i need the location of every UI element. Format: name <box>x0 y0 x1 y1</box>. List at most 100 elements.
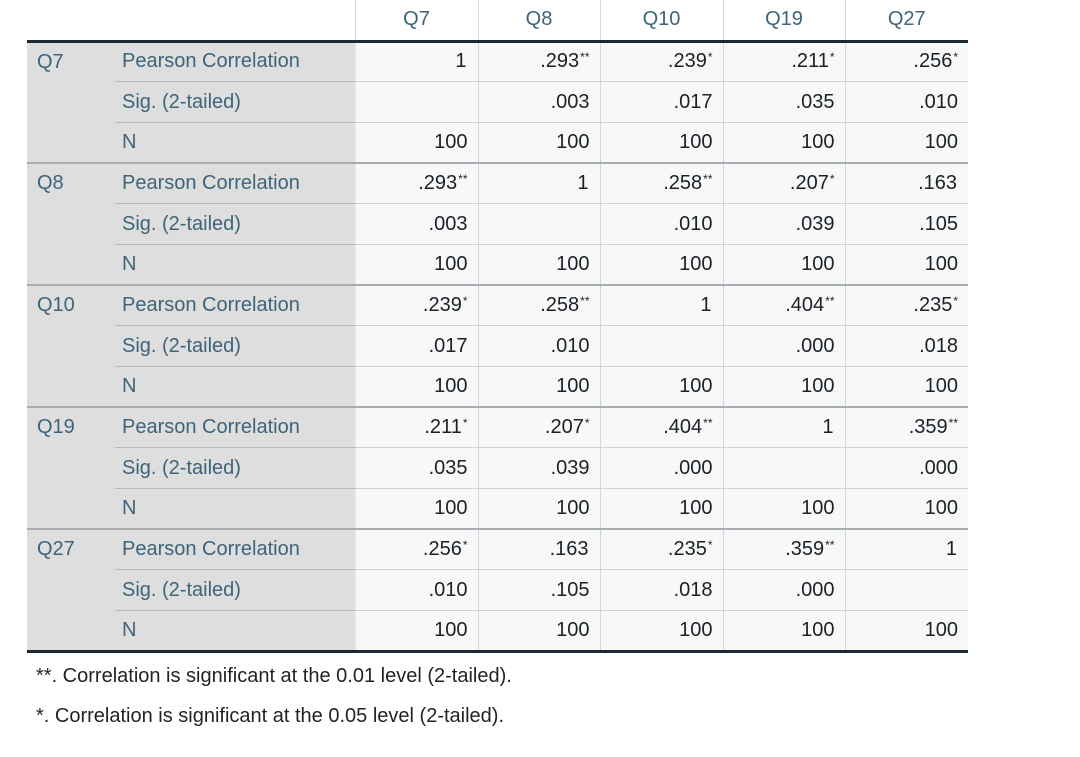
cell-pearson: .256* <box>354 529 478 571</box>
cell-sig: .035 <box>722 81 845 123</box>
cell-sig <box>844 569 968 612</box>
column-header-q10: Q10 <box>599 0 723 43</box>
cell-sig: .000 <box>722 569 845 612</box>
cell-pearson: .207* <box>722 163 845 205</box>
column-header-q8: Q8 <box>477 0 600 43</box>
cell-n: 100 <box>844 244 968 287</box>
cell-pearson: 1 <box>477 163 600 205</box>
cell-n: 100 <box>599 244 723 287</box>
significance-flag: ** <box>948 416 958 431</box>
group-label-q27: Q27 <box>27 529 115 653</box>
cell-value: 1 <box>822 416 834 439</box>
cell-value: .293 <box>418 172 458 195</box>
header-corner <box>27 0 355 43</box>
cell-n: 100 <box>599 610 723 653</box>
cell-n: 100 <box>477 610 600 653</box>
cell-pearson: .258** <box>599 163 723 205</box>
cell-n: 100 <box>477 488 600 531</box>
cell-n: 100 <box>722 488 845 531</box>
cell-value: 1 <box>577 172 589 195</box>
cell-n: 100 <box>354 488 478 531</box>
row-q8-n: N 100 100 100 100 100 <box>27 244 968 287</box>
footnote-significance-005: *. Correlation is significant at the 0.0… <box>36 705 505 727</box>
significance-flag: * <box>462 294 468 309</box>
cell-value: .211 <box>791 50 829 73</box>
column-header-q7: Q7 <box>354 0 478 43</box>
significance-flag: * <box>707 538 713 553</box>
cell-value: .359 <box>908 416 948 439</box>
cell-value: .404 <box>785 294 825 317</box>
stat-label: Sig. (2-tailed) <box>115 325 355 367</box>
stat-label: N <box>115 610 355 653</box>
cell-n: 100 <box>477 244 600 287</box>
cell-value: .207 <box>789 172 829 195</box>
cell-pearson: .404** <box>722 285 845 327</box>
cell-sig: .018 <box>599 569 723 612</box>
row-q7-sig: Sig. (2-tailed) .003 .017 .035 .010 <box>27 81 968 123</box>
significance-flag: * <box>707 50 713 65</box>
cell-pearson: .211* <box>722 41 845 83</box>
significance-flag: ** <box>703 416 713 431</box>
cell-sig <box>354 81 478 123</box>
cell-pearson: .235* <box>599 529 723 571</box>
cell-value: .293 <box>540 50 580 73</box>
row-q27-pearson: Q27 Pearson Correlation .256* .163 .235*… <box>27 529 968 653</box>
row-q7-n: N 100 100 100 100 100 <box>27 122 968 165</box>
cell-value: 1 <box>700 294 712 317</box>
group-label-q7: Q7 <box>27 41 115 165</box>
significance-flag: * <box>462 416 468 431</box>
cell-sig <box>477 203 600 245</box>
cell-sig: .035 <box>354 447 478 490</box>
cell-n: 100 <box>722 366 845 409</box>
cell-n: 100 <box>599 366 723 409</box>
cell-pearson: 1 <box>599 285 723 327</box>
cell-pearson: .293** <box>354 163 478 205</box>
significance-flag: * <box>829 50 835 65</box>
cell-pearson: .256* <box>844 41 968 83</box>
cell-sig: .039 <box>477 447 600 490</box>
cell-value: .163 <box>549 538 589 561</box>
stat-label: Sig. (2-tailed) <box>115 447 355 490</box>
row-q27-sig: Sig. (2-tailed) .010 .105 .018 .000 <box>27 569 968 612</box>
cell-value: .235 <box>667 538 707 561</box>
table-footnotes: **. Correlation is significant at the 0.… <box>36 664 512 744</box>
cell-sig <box>722 447 845 490</box>
row-q8-sig: Sig. (2-tailed) .003 .010 .039 .105 <box>27 203 968 245</box>
cell-value: .258 <box>663 172 703 195</box>
row-q10-sig: Sig. (2-tailed) .017 .010 .000 .018 <box>27 325 968 367</box>
significance-flag: * <box>953 50 958 65</box>
row-q10-n: N 100 100 100 100 100 <box>27 366 968 409</box>
cell-value: .256 <box>422 538 462 561</box>
cell-n: 100 <box>354 122 478 165</box>
cell-pearson: .239* <box>354 285 478 327</box>
significance-flag: ** <box>580 50 590 65</box>
cell-value: 1 <box>945 538 957 561</box>
cell-n: 100 <box>844 122 968 165</box>
stat-label: Pearson Correlation <box>115 407 355 449</box>
cell-n: 100 <box>722 122 845 165</box>
significance-flag: ** <box>580 294 590 309</box>
stat-label: Sig. (2-tailed) <box>115 203 355 245</box>
stat-label: N <box>115 244 355 287</box>
significance-flag: * <box>953 294 958 309</box>
cell-pearson: .359** <box>722 529 845 571</box>
significance-flag: ** <box>458 172 468 187</box>
significance-flag: ** <box>825 294 835 309</box>
cell-pearson: .404** <box>599 407 723 449</box>
row-q19-pearson: Q19 Pearson Correlation .211* .207* .404… <box>27 407 968 531</box>
cell-value: 1 <box>455 50 467 73</box>
cell-sig <box>599 325 723 367</box>
cell-n: 100 <box>844 488 968 531</box>
cell-pearson: .359** <box>844 407 968 449</box>
cell-sig: .010 <box>477 325 600 367</box>
group-label-q19: Q19 <box>27 407 115 531</box>
cell-value: .258 <box>540 294 580 317</box>
cell-n: 100 <box>722 610 845 653</box>
group-label-q10: Q10 <box>27 285 115 409</box>
cell-pearson: .239* <box>599 41 723 83</box>
cell-value: .207 <box>544 416 584 439</box>
column-header-q27: Q27 <box>844 0 968 43</box>
cell-sig: .018 <box>844 325 968 367</box>
row-q27-n: N 100 100 100 100 100 <box>27 610 968 653</box>
